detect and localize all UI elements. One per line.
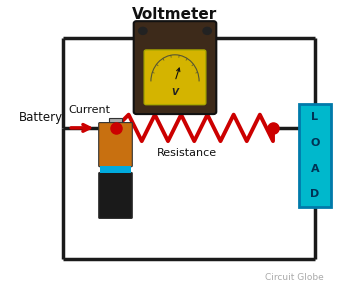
Text: D: D [310, 189, 320, 199]
Text: A: A [311, 164, 319, 174]
Text: Resistance: Resistance [157, 148, 217, 158]
Text: Battery: Battery [19, 111, 63, 124]
Text: Circuit Globe: Circuit Globe [265, 273, 323, 282]
FancyBboxPatch shape [99, 123, 132, 167]
Polygon shape [100, 166, 131, 173]
FancyBboxPatch shape [299, 104, 331, 207]
FancyBboxPatch shape [144, 50, 206, 105]
Text: V: V [172, 88, 178, 97]
FancyBboxPatch shape [134, 21, 216, 114]
Circle shape [203, 27, 211, 34]
FancyBboxPatch shape [99, 173, 132, 218]
Polygon shape [109, 118, 122, 123]
Circle shape [139, 27, 147, 34]
Text: Voltmeter: Voltmeter [132, 7, 218, 22]
Text: L: L [312, 112, 318, 122]
Text: Current: Current [68, 105, 110, 115]
Text: O: O [310, 138, 320, 148]
